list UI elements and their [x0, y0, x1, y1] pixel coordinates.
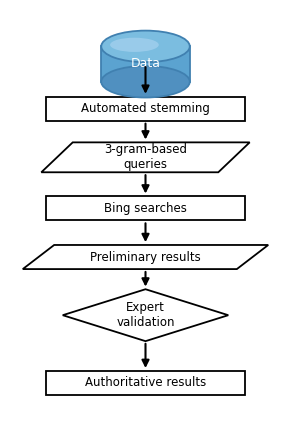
Text: Data: Data [130, 57, 161, 70]
Text: Expert
validation: Expert validation [116, 301, 175, 329]
Text: Bing searches: Bing searches [104, 202, 187, 215]
Ellipse shape [101, 66, 190, 98]
Text: Preliminary results: Preliminary results [90, 250, 201, 264]
Ellipse shape [101, 31, 190, 62]
Polygon shape [63, 289, 228, 341]
Polygon shape [41, 142, 250, 172]
Text: Authoritative results: Authoritative results [85, 376, 206, 389]
Bar [46, 196, 245, 221]
Polygon shape [101, 46, 190, 82]
Polygon shape [23, 245, 268, 269]
Bar [46, 97, 245, 121]
Ellipse shape [110, 38, 159, 52]
Text: 3-gram-based
queries: 3-gram-based queries [104, 143, 187, 171]
Text: Automated stemming: Automated stemming [81, 102, 210, 115]
Bar [46, 371, 245, 395]
